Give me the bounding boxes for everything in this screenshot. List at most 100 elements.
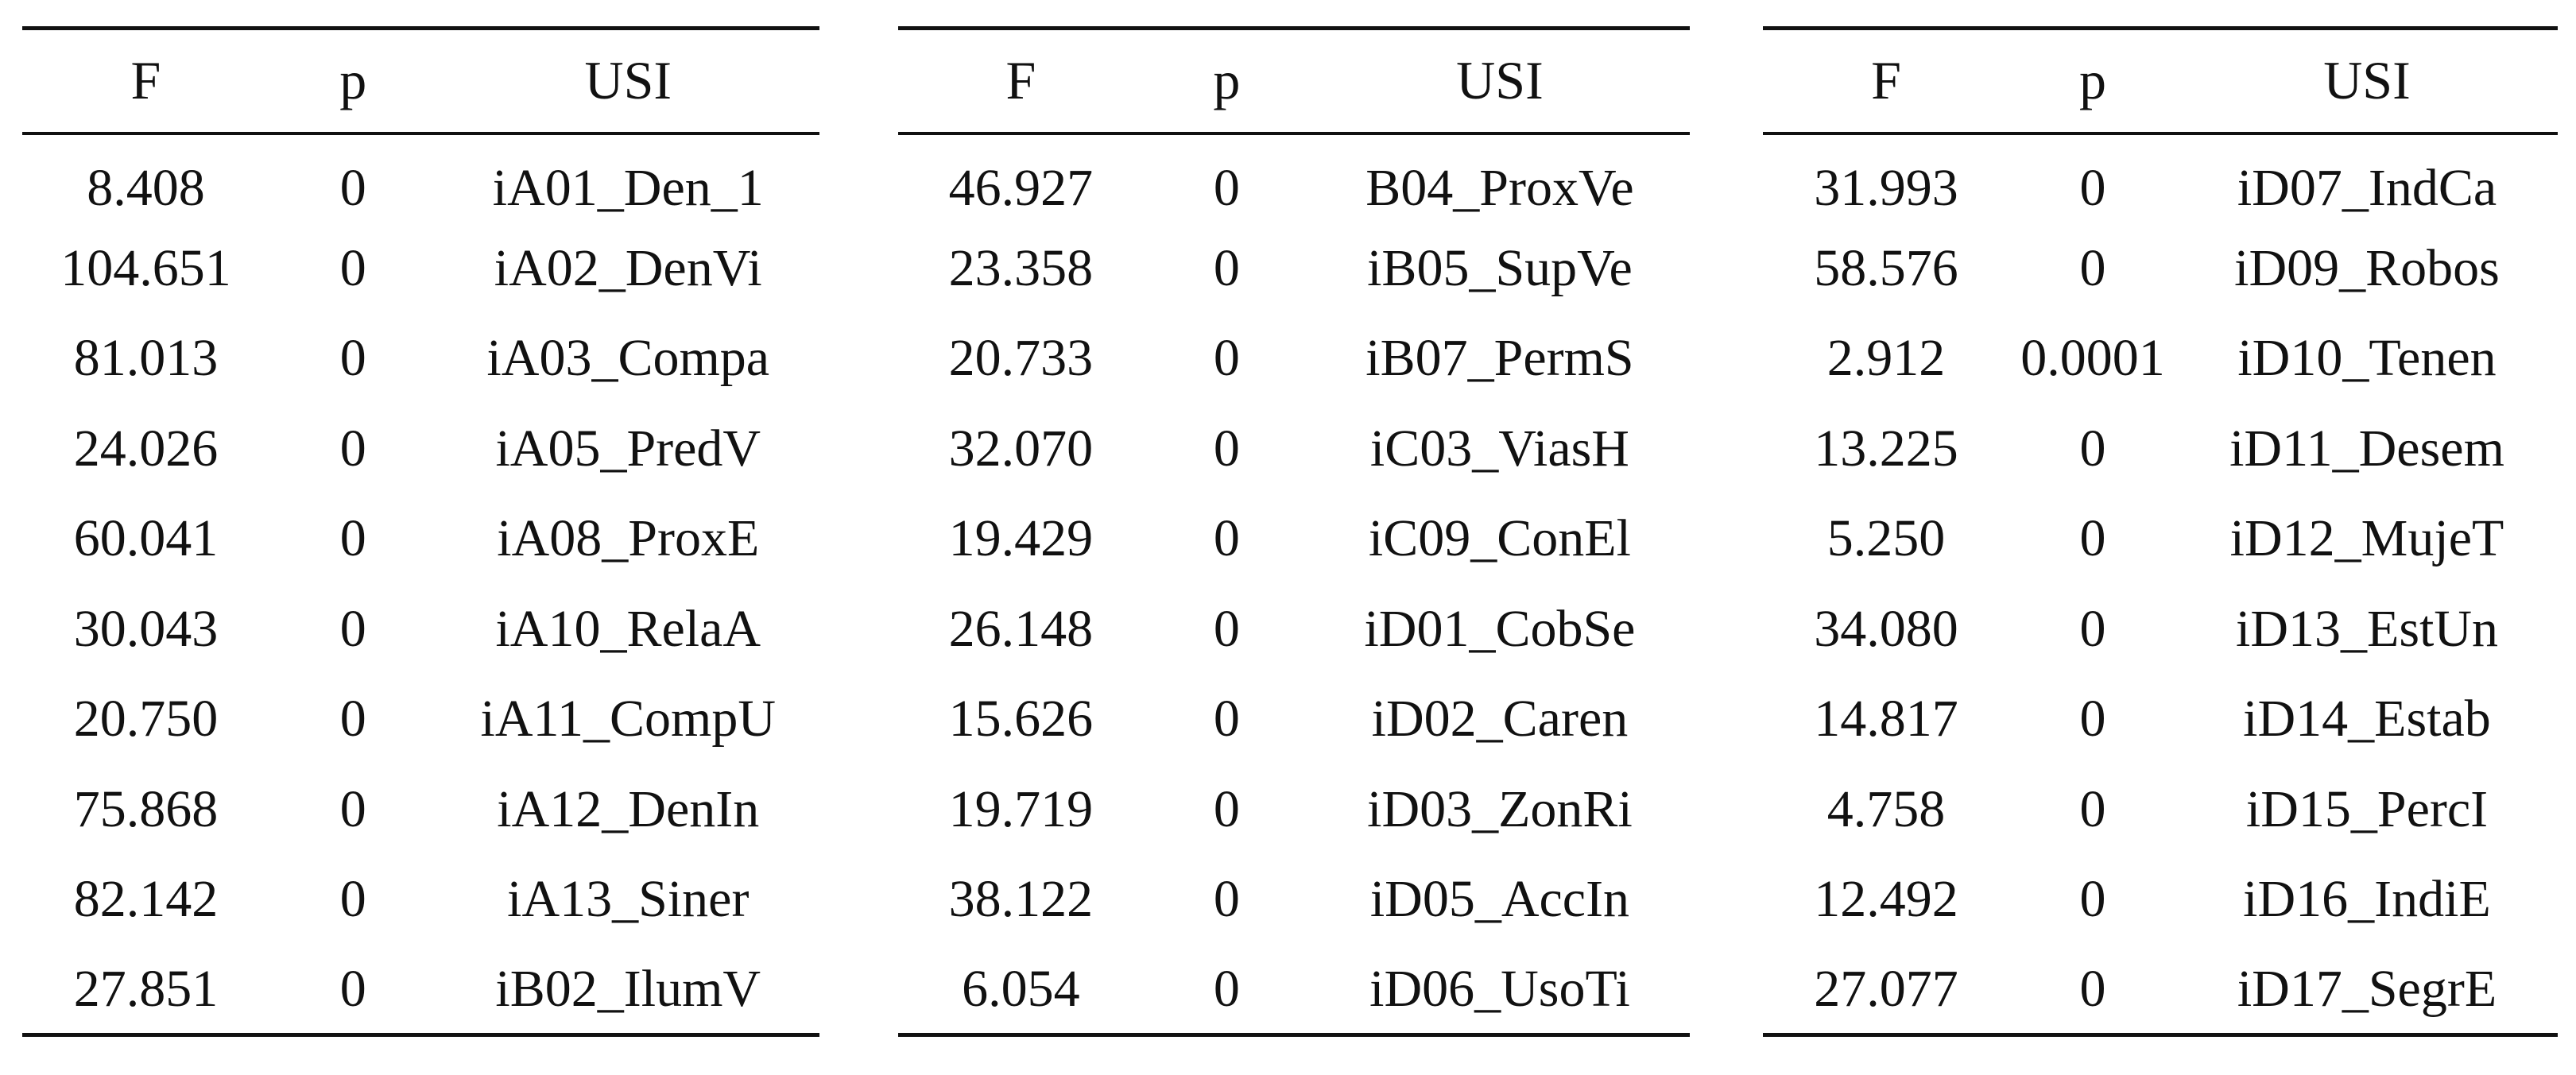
cell-f-value: 38.122: [948, 870, 1094, 929]
cell-usi-name: iD14_Estab: [2243, 690, 2491, 748]
cell-f-value: 26.148: [948, 599, 1094, 658]
table-row: 82.142 0 iA13_Siner: [22, 855, 819, 945]
cell-usi-name: iD13_EstUn: [2236, 599, 2498, 658]
table-row: 58.576 0 iD09_Robos: [1763, 223, 2558, 314]
cell-usi-name: iD03_ZonRi: [1367, 779, 1633, 838]
cell-p-value: 0: [1213, 159, 1240, 218]
cell-f-value: 2.912: [1826, 329, 1946, 388]
cell-f-value: 14.817: [1814, 690, 1958, 748]
cell-f-value: 4.758: [1826, 779, 1946, 838]
cell-p-value: 0.0001: [2020, 329, 2165, 388]
table-row: 27.077 0 iD17_SegrE: [1763, 945, 2558, 1037]
cell-p-value: 0: [2079, 779, 2106, 838]
cell-usi-name: iD15_PercI: [2245, 779, 2489, 838]
header-usi: USI: [1309, 26, 1690, 135]
cell-p-value: 0: [1213, 690, 1240, 748]
cell-f-value: 75.868: [73, 779, 219, 838]
cell-usi-name: iA10_RelaA: [495, 599, 761, 658]
cell-p-value: 0: [1213, 238, 1240, 297]
cell-usi-name: iB02_IlumV: [436, 945, 819, 1037]
cell-usi-name: iA12_DenIn: [497, 779, 760, 838]
cell-p-value: 0: [339, 329, 366, 388]
cell-f-value: 12.492: [1814, 870, 1958, 929]
cell-f-value: 82.142: [73, 870, 219, 929]
table-row: 14.817 0 iD14_Estab: [1763, 675, 2558, 765]
cell-usi-name: iC09_ConEl: [1368, 509, 1631, 568]
cell-usi-name: iD10_Tenen: [2237, 329, 2497, 388]
cell-usi-name: iD09_Robos: [2234, 238, 2500, 297]
table-row: 6.054 0 iD06_UsoTi: [898, 945, 1690, 1037]
results-table-1: F p USI 8.408 0 iA01_Den_1 104.651 0 iA02_Den…: [22, 26, 819, 1037]
cell-f-value: 8.408: [87, 159, 205, 218]
cell-usi-name: iB07_PermS: [1365, 329, 1634, 388]
cell-usi-name: iD05_AccIn: [1369, 870, 1630, 929]
cell-f-value: 6.054: [898, 945, 1144, 1037]
results-table-3: F p USI 31.993 0 iD07_IndCa 58.576 0 iD09_Rob…: [1763, 26, 2558, 1037]
cell-usi-name: B04_ProxVe: [1365, 159, 1634, 218]
cell-f-value: 24.026: [73, 419, 219, 478]
cell-f-value: 60.041: [73, 509, 219, 568]
results-table-2: F p USI 46.927 0 B04_ProxVe 23.358 0 iB05_Sup…: [898, 26, 1690, 1037]
cell-usi-name: iA11_CompU: [480, 690, 777, 748]
table-row: 31.993 0 iD07_IndCa: [1763, 133, 2558, 224]
header-usi: USI: [2176, 26, 2558, 135]
cell-usi-name: iD07_IndCa: [2237, 159, 2497, 218]
cell-p-value: 0: [339, 419, 366, 478]
table-3: F p USI 31.993 0 iD07_IndCa 58.576 0 iD09_Rob…: [1763, 26, 2558, 1037]
cell-p-value: 0: [2079, 419, 2106, 478]
table-row: 32.070 0 iC03_ViasH: [898, 404, 1690, 494]
cell-p-value: 0: [2009, 945, 2176, 1037]
cell-p-value: 0: [269, 945, 437, 1037]
cell-f-value: 30.043: [73, 599, 219, 658]
cell-f-value: 58.576: [1814, 238, 1958, 297]
cell-p-value: 0: [1213, 599, 1240, 658]
header-p: p: [269, 26, 437, 135]
cell-p-value: 0: [339, 690, 366, 748]
cell-p-value: 0: [1213, 419, 1240, 478]
cell-usi-name: iA13_Siner: [507, 870, 750, 929]
table-3-header-row: F p USI: [1763, 26, 2558, 135]
cell-usi-name: iC03_ViasH: [1369, 419, 1629, 478]
table-1-header-row: F p USI: [22, 26, 819, 135]
cell-p-value: 0: [339, 870, 366, 929]
table-row: 8.408 0 iA01_Den_1: [22, 133, 819, 224]
table-row: 20.733 0 iB07_PermS: [898, 314, 1690, 404]
cell-p-value: 0: [1213, 779, 1240, 838]
table-1: F p USI 8.408 0 iA01_Den_1 104.651 0 iA02_Den…: [22, 26, 819, 1037]
cell-f-value: 31.993: [1814, 159, 1958, 218]
cell-usi-name: iD11_Desem: [2229, 419, 2504, 478]
cell-p-value: 0: [339, 599, 366, 658]
cell-p-value: 0: [339, 238, 366, 297]
table-row: 13.225 0 iD11_Desem: [1763, 404, 2558, 494]
cell-usi-name: iA01_Den_1: [492, 159, 764, 218]
cell-f-value: 19.719: [948, 779, 1094, 838]
cell-p-value: 0: [2079, 238, 2106, 297]
table-row: 20.750 0 iA11_CompU: [22, 675, 819, 765]
table-row: 34.080 0 iD13_EstUn: [1763, 584, 2558, 675]
table-row: 27.851 0 iB02_IlumV: [22, 945, 819, 1037]
cell-usi-name: iB05_SupVe: [1367, 238, 1633, 297]
cell-p-value: 0: [1213, 870, 1240, 929]
table-row: 104.651 0 iA02_DenVi: [22, 223, 819, 314]
table-row: 30.043 0 iA10_RelaA: [22, 584, 819, 675]
table-row: 15.626 0 iD02_Caren: [898, 675, 1690, 765]
cell-p-value: 0: [2079, 159, 2106, 218]
cell-p-value: 0: [339, 509, 366, 568]
table-row: 75.868 0 iA12_DenIn: [22, 764, 819, 855]
cell-usi-name: iA02_DenVi: [494, 238, 762, 297]
table-row: 12.492 0 iD16_IndiE: [1763, 855, 2558, 945]
table-2: F p USI 46.927 0 B04_ProxVe 23.358 0 iB05_Sup…: [898, 26, 1690, 1037]
cell-f-value: 13.225: [1814, 419, 1958, 478]
cell-usi-name: iA03_Compa: [486, 329, 770, 388]
cell-f-value: 5.250: [1826, 509, 1946, 568]
cell-f-value: 27.851: [22, 945, 269, 1037]
table-row: 4.758 0 iD15_PercI: [1763, 764, 2558, 855]
header-f: F: [22, 26, 269, 135]
cell-f-value: 27.077: [1763, 945, 2009, 1037]
table-row: 2.912 0.0001 iD10_Tenen: [1763, 314, 2558, 404]
table-row: 23.358 0 iB05_SupVe: [898, 223, 1690, 314]
cell-p-value: 0: [2079, 509, 2106, 568]
header-f: F: [1763, 26, 2009, 135]
cell-p-value: 0: [339, 159, 366, 218]
cell-usi-name: iD16_IndiE: [2243, 870, 2491, 929]
